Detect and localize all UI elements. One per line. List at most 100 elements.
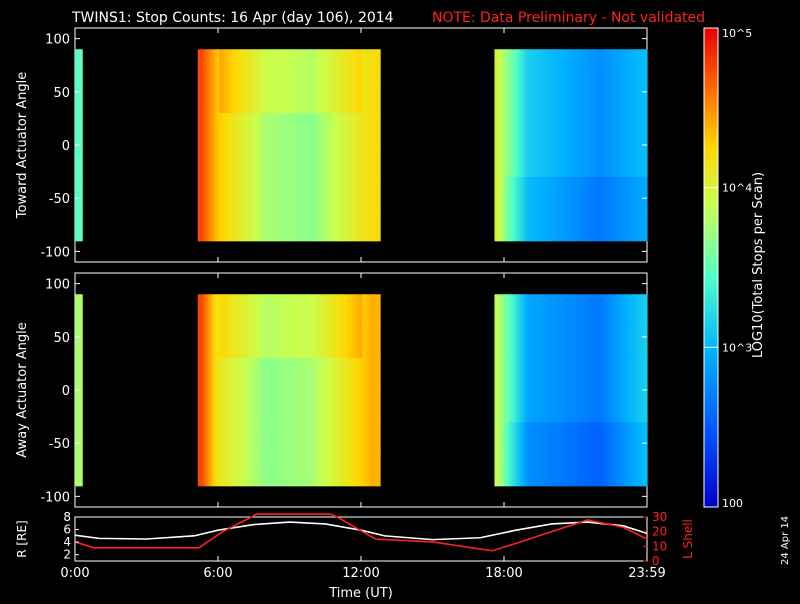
heat-cell — [554, 326, 558, 359]
heat-cell — [520, 113, 524, 146]
heat-cell — [506, 421, 510, 455]
heat-cell — [635, 390, 639, 423]
heat-cell — [551, 145, 555, 178]
heat-cell — [565, 113, 569, 146]
heat-cell — [223, 358, 227, 391]
heat-cell — [278, 49, 282, 82]
heat-cell — [546, 176, 550, 210]
heat-cell — [534, 294, 538, 327]
heat-cell — [532, 208, 536, 242]
heat-cell — [575, 81, 579, 114]
heat-cell — [75, 49, 78, 82]
heat-cell — [565, 421, 569, 455]
heat-cell — [632, 81, 636, 114]
heat-cell — [589, 49, 593, 82]
heat-cell — [304, 453, 308, 487]
heat-cell — [316, 49, 320, 82]
heat-cell — [347, 49, 351, 82]
heat-cell — [219, 453, 223, 487]
heat-cell — [235, 145, 239, 178]
heat-cell — [532, 390, 536, 423]
heat-cell — [238, 421, 242, 455]
heat-cell — [527, 81, 531, 114]
heat-cell — [276, 81, 280, 114]
heat-cell — [518, 81, 522, 114]
heat-cell — [250, 176, 254, 210]
heat-cell — [324, 294, 328, 327]
heat-cell — [542, 326, 546, 359]
heat-cell — [561, 145, 565, 178]
heat-cell — [288, 390, 292, 423]
heat-cell — [324, 326, 328, 359]
heat-cell — [374, 421, 378, 455]
heat-cell — [269, 113, 273, 146]
heat-cell — [300, 421, 304, 455]
heat-cell — [75, 294, 78, 327]
heat-cell — [278, 421, 282, 455]
heat-cell — [556, 326, 560, 359]
heat-cell — [527, 390, 531, 423]
heat-cell — [556, 208, 560, 242]
heat-cell — [561, 390, 565, 423]
heat-cell — [77, 49, 81, 82]
heat-cell — [364, 453, 368, 487]
heat-cell — [378, 208, 381, 242]
heat-cell — [525, 113, 529, 146]
heat-cell — [518, 358, 522, 391]
heat-cell — [319, 145, 323, 178]
heat-cell — [606, 421, 610, 455]
heat-cell — [577, 421, 581, 455]
heat-cell — [343, 294, 347, 327]
heat-cell — [355, 49, 359, 82]
heat-cell — [577, 294, 581, 327]
heat-cell — [295, 326, 299, 359]
colorbar-tick-label: 10^5 — [722, 27, 752, 40]
heat-cell — [309, 81, 313, 114]
heat-cell — [556, 390, 560, 423]
heat-cell — [221, 81, 225, 114]
heat-cell — [204, 145, 208, 178]
heat-cell — [565, 326, 569, 359]
heat-cell — [293, 49, 297, 82]
heat-cell — [644, 294, 648, 327]
heat-cell — [295, 453, 299, 487]
heat-cell — [623, 421, 627, 455]
heat-cell — [243, 176, 246, 210]
heat-cell — [278, 176, 282, 210]
heat-cell — [376, 113, 380, 146]
heat-cell — [511, 145, 515, 178]
heat-cell — [371, 113, 375, 146]
heat-cell — [506, 326, 510, 359]
heat-cell — [324, 113, 328, 146]
heat-cell — [523, 176, 527, 210]
heat-cell — [328, 81, 332, 114]
heat-cell — [580, 176, 584, 210]
heat-cell — [508, 326, 512, 359]
heat-cell — [238, 145, 242, 178]
heat-cell — [542, 208, 546, 242]
heat-cell — [223, 453, 227, 487]
heat-cell — [630, 390, 634, 423]
heat-cell — [288, 145, 292, 178]
heat-cell — [233, 294, 237, 327]
heat-cell — [592, 421, 596, 455]
heat-cell — [350, 176, 354, 210]
heat-cell — [352, 145, 356, 178]
heat-cell — [233, 113, 237, 146]
heat-cell — [262, 390, 266, 423]
heat-cell — [212, 176, 216, 210]
heat-cell — [563, 49, 567, 82]
heat-cell — [219, 145, 223, 178]
heat-cell — [79, 49, 83, 82]
heat-cell — [527, 49, 531, 82]
heat-cell — [565, 294, 569, 327]
heat-cell — [589, 113, 593, 146]
heat-cell — [618, 113, 622, 146]
heat-cell — [515, 294, 519, 327]
heat-cell — [599, 208, 603, 242]
heat-cell — [79, 145, 83, 178]
heat-cell — [369, 453, 373, 487]
heat-cell — [200, 326, 204, 359]
heat-cell — [324, 358, 328, 391]
